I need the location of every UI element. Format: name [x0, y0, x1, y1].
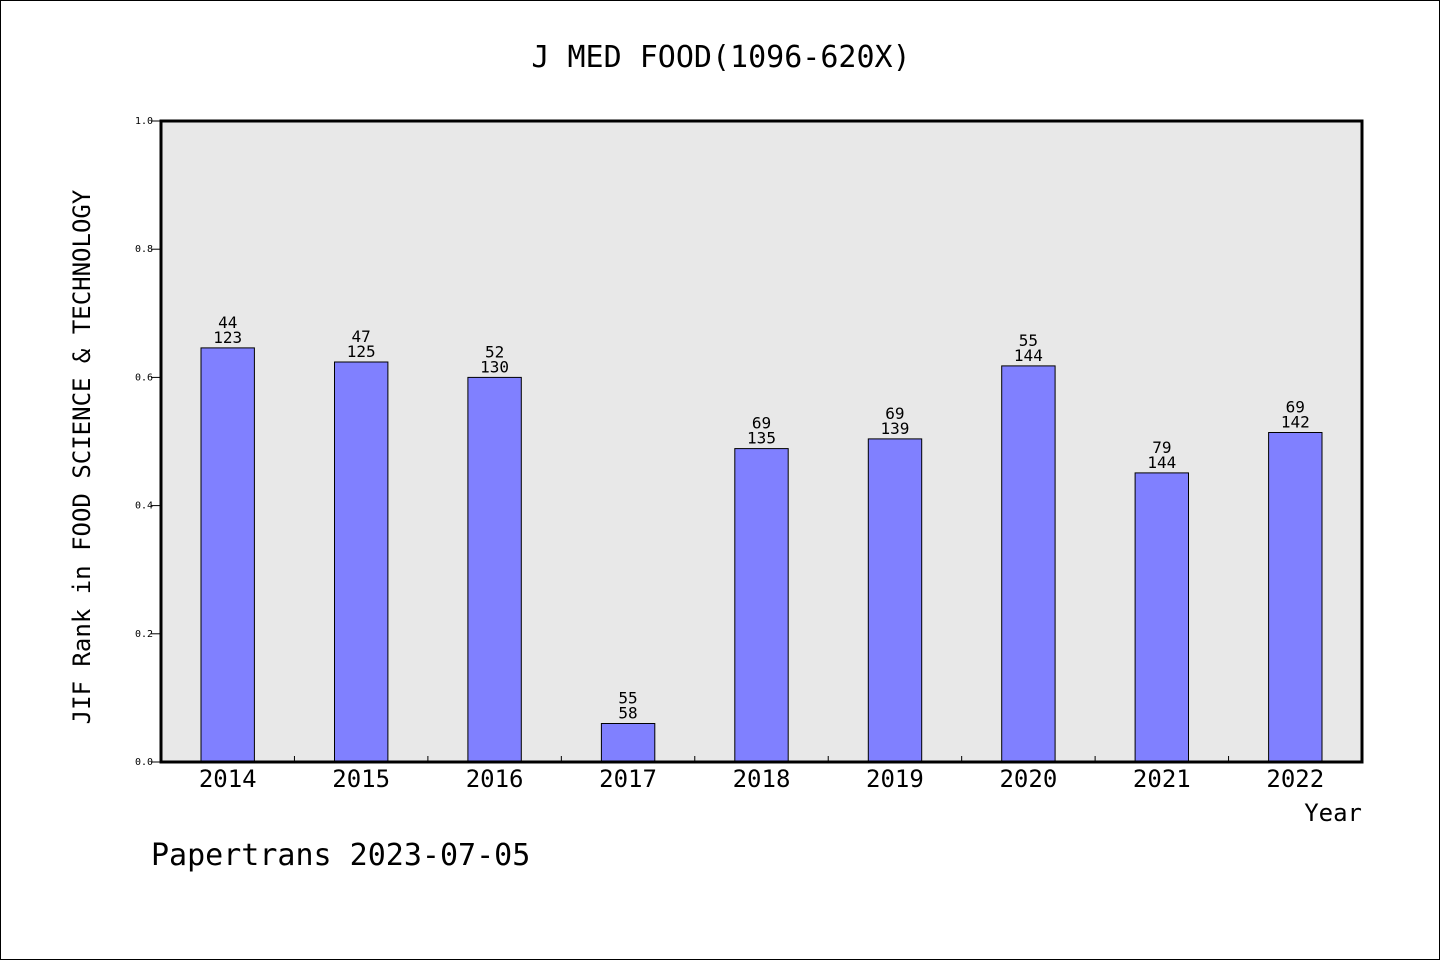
x-tick-label: 2020: [999, 765, 1057, 793]
bar-rank-label: 55: [1019, 331, 1038, 350]
bar-2019: [867, 438, 923, 763]
bar-rank-label: 47: [352, 327, 371, 346]
chart-title: J MED FOOD(1096-620X): [531, 40, 910, 75]
x-tick-label: 2016: [466, 765, 524, 793]
bar-2020: [1001, 365, 1056, 763]
y-tick-label: 0.6: [135, 372, 153, 383]
footer-text: Papertrans 2023-07-05: [151, 838, 530, 873]
bar-2016: [467, 376, 522, 763]
x-tick-label: 2017: [599, 765, 657, 793]
x-axis-title: Year: [1304, 799, 1362, 827]
bar-2021: [1134, 472, 1189, 763]
bar-total-label: 144: [1014, 346, 1043, 365]
x-tick-label: 2022: [1266, 765, 1324, 793]
bar-total-label: 123: [213, 328, 242, 347]
bar-rank-label: 44: [218, 313, 237, 332]
bar-2022: [1268, 432, 1323, 763]
bar-total-label: 139: [880, 419, 909, 438]
bar-rank-label: 69: [1286, 398, 1305, 417]
x-tick-label: 2021: [1133, 765, 1191, 793]
bar-rank-label: 55: [618, 689, 637, 708]
bar-rank-label: 79: [1152, 438, 1171, 457]
bars: [200, 347, 1323, 763]
x-axis: 2014 2015 2016 2017 2018 2019 2020 2021 2022: [199, 756, 1324, 793]
bar-2015: [334, 361, 389, 763]
bar-total-label: 125: [347, 342, 376, 361]
x-tick-label: 2018: [733, 765, 791, 793]
bar-rank-label: 52: [485, 342, 504, 361]
bar-total-label: 58: [618, 704, 637, 723]
bar-total-label: 135: [747, 429, 776, 448]
plot-border: [159, 119, 1364, 764]
bar-total-label: 130: [480, 357, 509, 376]
bar-2014: [200, 347, 255, 763]
bar-total-label: 142: [1281, 413, 1310, 432]
x-tick-label: 2015: [332, 765, 390, 793]
x-tick-label: 2014: [199, 765, 257, 793]
bar-rank-label: 69: [885, 404, 904, 423]
bar-total-label: 144: [1147, 453, 1176, 472]
y-tick-label: 0.4: [135, 501, 153, 512]
bar-2017: [600, 723, 656, 763]
y-axis: 0.0 0.2 0.4 0.6 0.8 1.0: [135, 116, 161, 768]
y-tick-label: 0.2: [135, 629, 153, 640]
y-axis-title: JIF Rank in FOOD SCIENCE & TECHNOLOGY: [68, 189, 96, 724]
bar-2018: [734, 448, 789, 763]
y-tick-label: 1.0: [135, 116, 153, 127]
x-tick-label: 2019: [866, 765, 924, 793]
y-tick-label: 0.8: [135, 244, 153, 255]
bar-rank-label: 69: [752, 414, 771, 433]
y-tick-label: 0.0: [135, 757, 153, 768]
